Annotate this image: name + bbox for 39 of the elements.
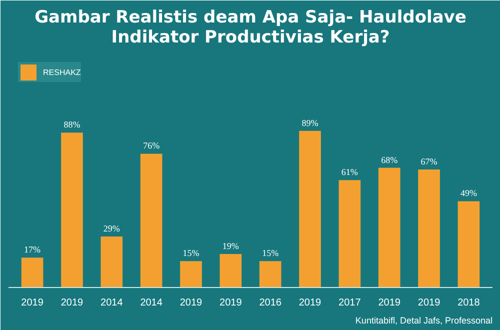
bar: [299, 130, 321, 288]
bar: [61, 132, 83, 288]
x-tick-label: 2016: [259, 298, 282, 308]
x-tick-label: 2019: [21, 298, 44, 308]
chart-title: Gambar Realistis deam Apa Saja- Hauldolave Indikator Productivias Kerja?: [34, 8, 466, 48]
data-label: 17%: [24, 244, 42, 255]
x-tick-label: 2018: [458, 298, 480, 308]
data-label: 68%: [381, 154, 398, 165]
bar: [378, 168, 400, 288]
bar: [259, 261, 282, 288]
legend-label: RESHAKZ: [43, 68, 81, 76]
data-label: 76%: [143, 140, 160, 151]
x-tick-label: 2019: [298, 298, 322, 308]
x-tick-label: 2019: [180, 298, 203, 308]
data-label: 61%: [341, 167, 358, 178]
bar: [220, 254, 242, 288]
x-tick-label: 2019: [220, 298, 242, 308]
data-label: 89%: [302, 118, 319, 128]
data-label: 29%: [103, 223, 120, 234]
text: Kuntitabifl, Detal Jafs, Professonal: [355, 316, 493, 326]
data-label: 19%: [222, 241, 240, 252]
data-label: 15%: [182, 248, 200, 258]
x-tick-label: 2019: [418, 298, 441, 308]
x-tick-label: 2014: [100, 298, 124, 308]
data-label: 15%: [262, 248, 280, 258]
bar: [338, 180, 361, 288]
bar: [180, 261, 202, 288]
bar: [458, 201, 480, 288]
bar: [418, 170, 440, 288]
x-tick-label: 2019: [60, 298, 84, 308]
bar: [140, 154, 162, 288]
bar: [21, 258, 44, 288]
data-label: 49%: [460, 188, 478, 198]
x-tick-label: 2019: [378, 298, 401, 308]
x-tick-label: 2014: [140, 298, 163, 308]
bar: [100, 236, 123, 288]
data-label: 88%: [64, 120, 81, 130]
data-label: 67%: [420, 156, 438, 167]
x-tick-label: 2017: [338, 298, 362, 308]
